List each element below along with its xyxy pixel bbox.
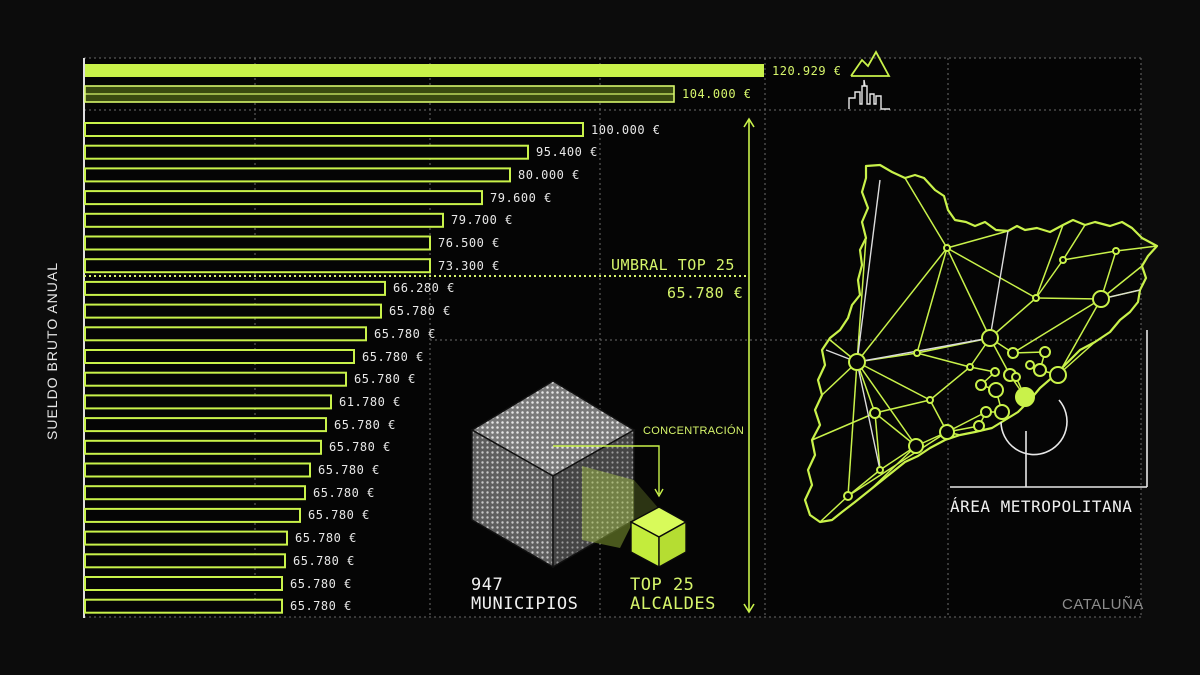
- bar: [84, 371, 347, 387]
- concentration-arrow: [553, 445, 664, 498]
- bar-value-label: 65.780 €: [313, 485, 375, 500]
- city-node: [1039, 346, 1051, 358]
- city-node: [913, 349, 921, 357]
- city-node: [869, 407, 881, 419]
- bar-value-label: 95.400 €: [536, 145, 598, 160]
- bar-value-label: 80.000 €: [518, 167, 580, 182]
- city-node: [1032, 294, 1040, 302]
- bar: [84, 212, 444, 228]
- bar-value-label: 65.780 €: [389, 304, 451, 319]
- bar-value-label: 73.300 €: [438, 258, 500, 273]
- bar-value-label: 76.500 €: [438, 236, 500, 250]
- bar: [84, 349, 355, 364]
- city-node: [1033, 363, 1047, 377]
- municipios-cube-icon: [470, 380, 660, 569]
- city-node: [990, 367, 1000, 377]
- bar: [84, 485, 306, 501]
- region-label: CATALUÑA: [1062, 596, 1144, 613]
- city-node: [1049, 366, 1067, 384]
- city-skyline-icon: [848, 79, 890, 110]
- threshold-value: 65.780 €: [667, 284, 744, 302]
- bar-value-label: 79.600 €: [490, 190, 552, 205]
- bar-value-label: 100.000 €: [591, 122, 661, 137]
- bar-value-label: 65.780 €: [354, 372, 416, 387]
- catalonia-map: [803, 163, 1159, 524]
- city-node: [994, 404, 1010, 420]
- bar-value-label: 65.780 €: [308, 508, 370, 523]
- city-node: [843, 491, 853, 501]
- bar: [84, 326, 367, 342]
- bar: [85, 64, 764, 77]
- top25-cube-icon: [629, 506, 688, 569]
- y-axis-title: SUELDO BRUTO ANUAL: [44, 261, 60, 440]
- bar: [84, 394, 332, 410]
- city-node: [848, 353, 866, 371]
- municipios-count: 947: [471, 575, 504, 595]
- city-node: [988, 382, 1004, 398]
- bar-value-label: 65.780 €: [329, 440, 391, 455]
- city-node: [1011, 372, 1021, 382]
- map-city-nodes: [843, 244, 1120, 501]
- bar-value-label: 104.000 €: [682, 87, 752, 101]
- city-node: [981, 329, 999, 347]
- bar: [84, 122, 584, 137]
- bar-value-label: 61.780 €: [339, 394, 401, 409]
- city-node: [1112, 247, 1120, 255]
- area-metropolitana-bracket: [950, 330, 1148, 488]
- bar-value-label: 65.780 €: [374, 326, 436, 341]
- bar: [84, 507, 301, 523]
- city-node: [943, 244, 951, 252]
- bar-value-label: 120.929 €: [772, 63, 842, 78]
- bar: [84, 258, 431, 274]
- mountain-icon: [850, 50, 891, 77]
- bar-value-label: 79.700 €: [451, 213, 513, 228]
- bar: [84, 190, 483, 206]
- municipios-label: MUNICIPIOS: [471, 594, 579, 614]
- city-node: [975, 379, 987, 391]
- bar: [84, 598, 283, 614]
- bar-value-label: 65.780 €: [318, 463, 380, 477]
- top25-count: TOP 25: [630, 575, 695, 595]
- bar: [84, 235, 431, 251]
- bar-value-label: 65.780 €: [290, 576, 352, 591]
- city-node: [908, 438, 924, 454]
- bar-value-label: 65.780 €: [334, 417, 396, 432]
- bar: [84, 144, 529, 160]
- city-node: [876, 466, 884, 474]
- bar-value-label: 65.780 €: [290, 599, 352, 614]
- barcelona-node: [1015, 387, 1035, 407]
- concentration-label: CONCENTRACIÓN: [643, 425, 745, 437]
- city-node: [980, 406, 992, 418]
- bar-value-label: 65.780 €: [295, 531, 357, 546]
- city-node: [1059, 256, 1067, 264]
- bar: [84, 417, 327, 433]
- bar: [84, 530, 288, 546]
- bar: [84, 576, 283, 591]
- bar: [84, 280, 386, 296]
- bar: [84, 439, 322, 455]
- bar-value-label: 65.780 €: [362, 349, 424, 364]
- bar: [84, 553, 286, 569]
- bars: [84, 64, 764, 614]
- city-node: [1092, 290, 1110, 308]
- city-node: [1007, 347, 1019, 359]
- city-node: [926, 396, 934, 404]
- bar: [84, 167, 511, 183]
- bar-value-label: 65.780 €: [293, 553, 355, 568]
- city-node: [973, 420, 985, 432]
- city-node: [939, 424, 955, 440]
- bar: [84, 462, 311, 478]
- top25-label: ALCALDES: [630, 594, 716, 614]
- bar-value-label: 66.280 €: [393, 281, 455, 296]
- city-node: [1025, 360, 1035, 370]
- range-arrow: [743, 117, 755, 614]
- threshold-title: UMBRAL TOP 25: [611, 256, 735, 274]
- bar: [84, 303, 382, 319]
- city-node: [966, 363, 974, 371]
- area-metropolitana-label: ÁREA METROPOLITANA: [950, 497, 1133, 516]
